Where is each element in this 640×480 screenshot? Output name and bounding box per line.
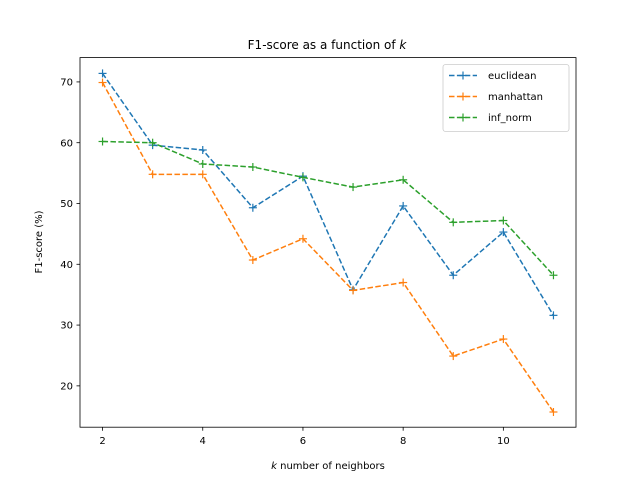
data-point-inf_norm [499,216,508,225]
y-tick-label: 60 [60,138,73,149]
y-tick-label: 30 [60,321,73,332]
data-point-manhattan [198,170,207,179]
data-point-inf_norm [298,173,307,182]
data-point-euclidean [449,271,458,280]
y-tick-label: 70 [60,78,73,89]
x-axis: 2 4 6 8 10 [99,427,510,447]
legend-label: manhattan [488,92,543,103]
legend-entry-manhattan: manhattan [449,92,543,103]
data-point-manhattan [499,335,508,344]
data-point-manhattan [449,352,458,361]
data-point-inf_norm [349,183,358,192]
legend-box [442,64,570,132]
axes-frame [79,57,577,428]
data-point-euclidean [98,69,107,78]
data-point-manhattan [399,278,408,287]
data-point-inf_norm [198,159,207,168]
data-point-manhattan [549,408,558,417]
data-point-euclidean [198,146,207,154]
data-point-euclidean [248,203,257,212]
legend-label: euclidean [488,71,537,82]
data-point-inf_norm [148,138,157,147]
data-point-inf_norm [399,175,408,184]
y-tick-label: 20 [60,381,73,392]
data-point-manhattan [298,234,307,243]
data-point-manhattan [98,78,107,87]
data-point-euclidean [549,311,558,320]
data-point-manhattan [248,256,257,265]
data-point-inf_norm [549,271,558,280]
series-line-inf_norm [102,140,555,276]
legend-label: inf_norm [488,113,532,124]
legend: euclidean manhattan inf_norm [442,64,570,132]
legend-entry-inf_norm: inf_norm [449,113,532,124]
chart-title: F1-score as a function of k [248,38,408,52]
x-tick-label: 6 [300,436,306,447]
series-line-euclidean [101,72,555,316]
data-point-inf_norm [449,218,458,227]
y-axis: 20 30 40 50 60 70 [60,78,80,392]
y-axis-label: F1-score (%) [34,210,45,273]
data-point-manhattan [349,286,358,295]
plot-area [98,69,558,417]
data-point-manhattan [148,170,157,179]
data-point-euclidean [399,201,408,210]
y-tick-label: 40 [60,260,73,271]
x-tick-label: 2 [99,436,105,447]
x-tick-label: 8 [400,436,406,447]
legend-entry-euclidean: euclidean [449,71,537,82]
series-line-manhattan [101,82,555,413]
y-tick-label: 50 [60,199,73,210]
x-axis-label: k number of neighbors [271,461,385,472]
data-point-inf_norm [248,163,257,172]
data-point-inf_norm [98,137,107,146]
data-point-euclidean [499,228,508,237]
x-tick-label: 4 [200,436,206,447]
x-tick-label: 10 [497,436,510,447]
